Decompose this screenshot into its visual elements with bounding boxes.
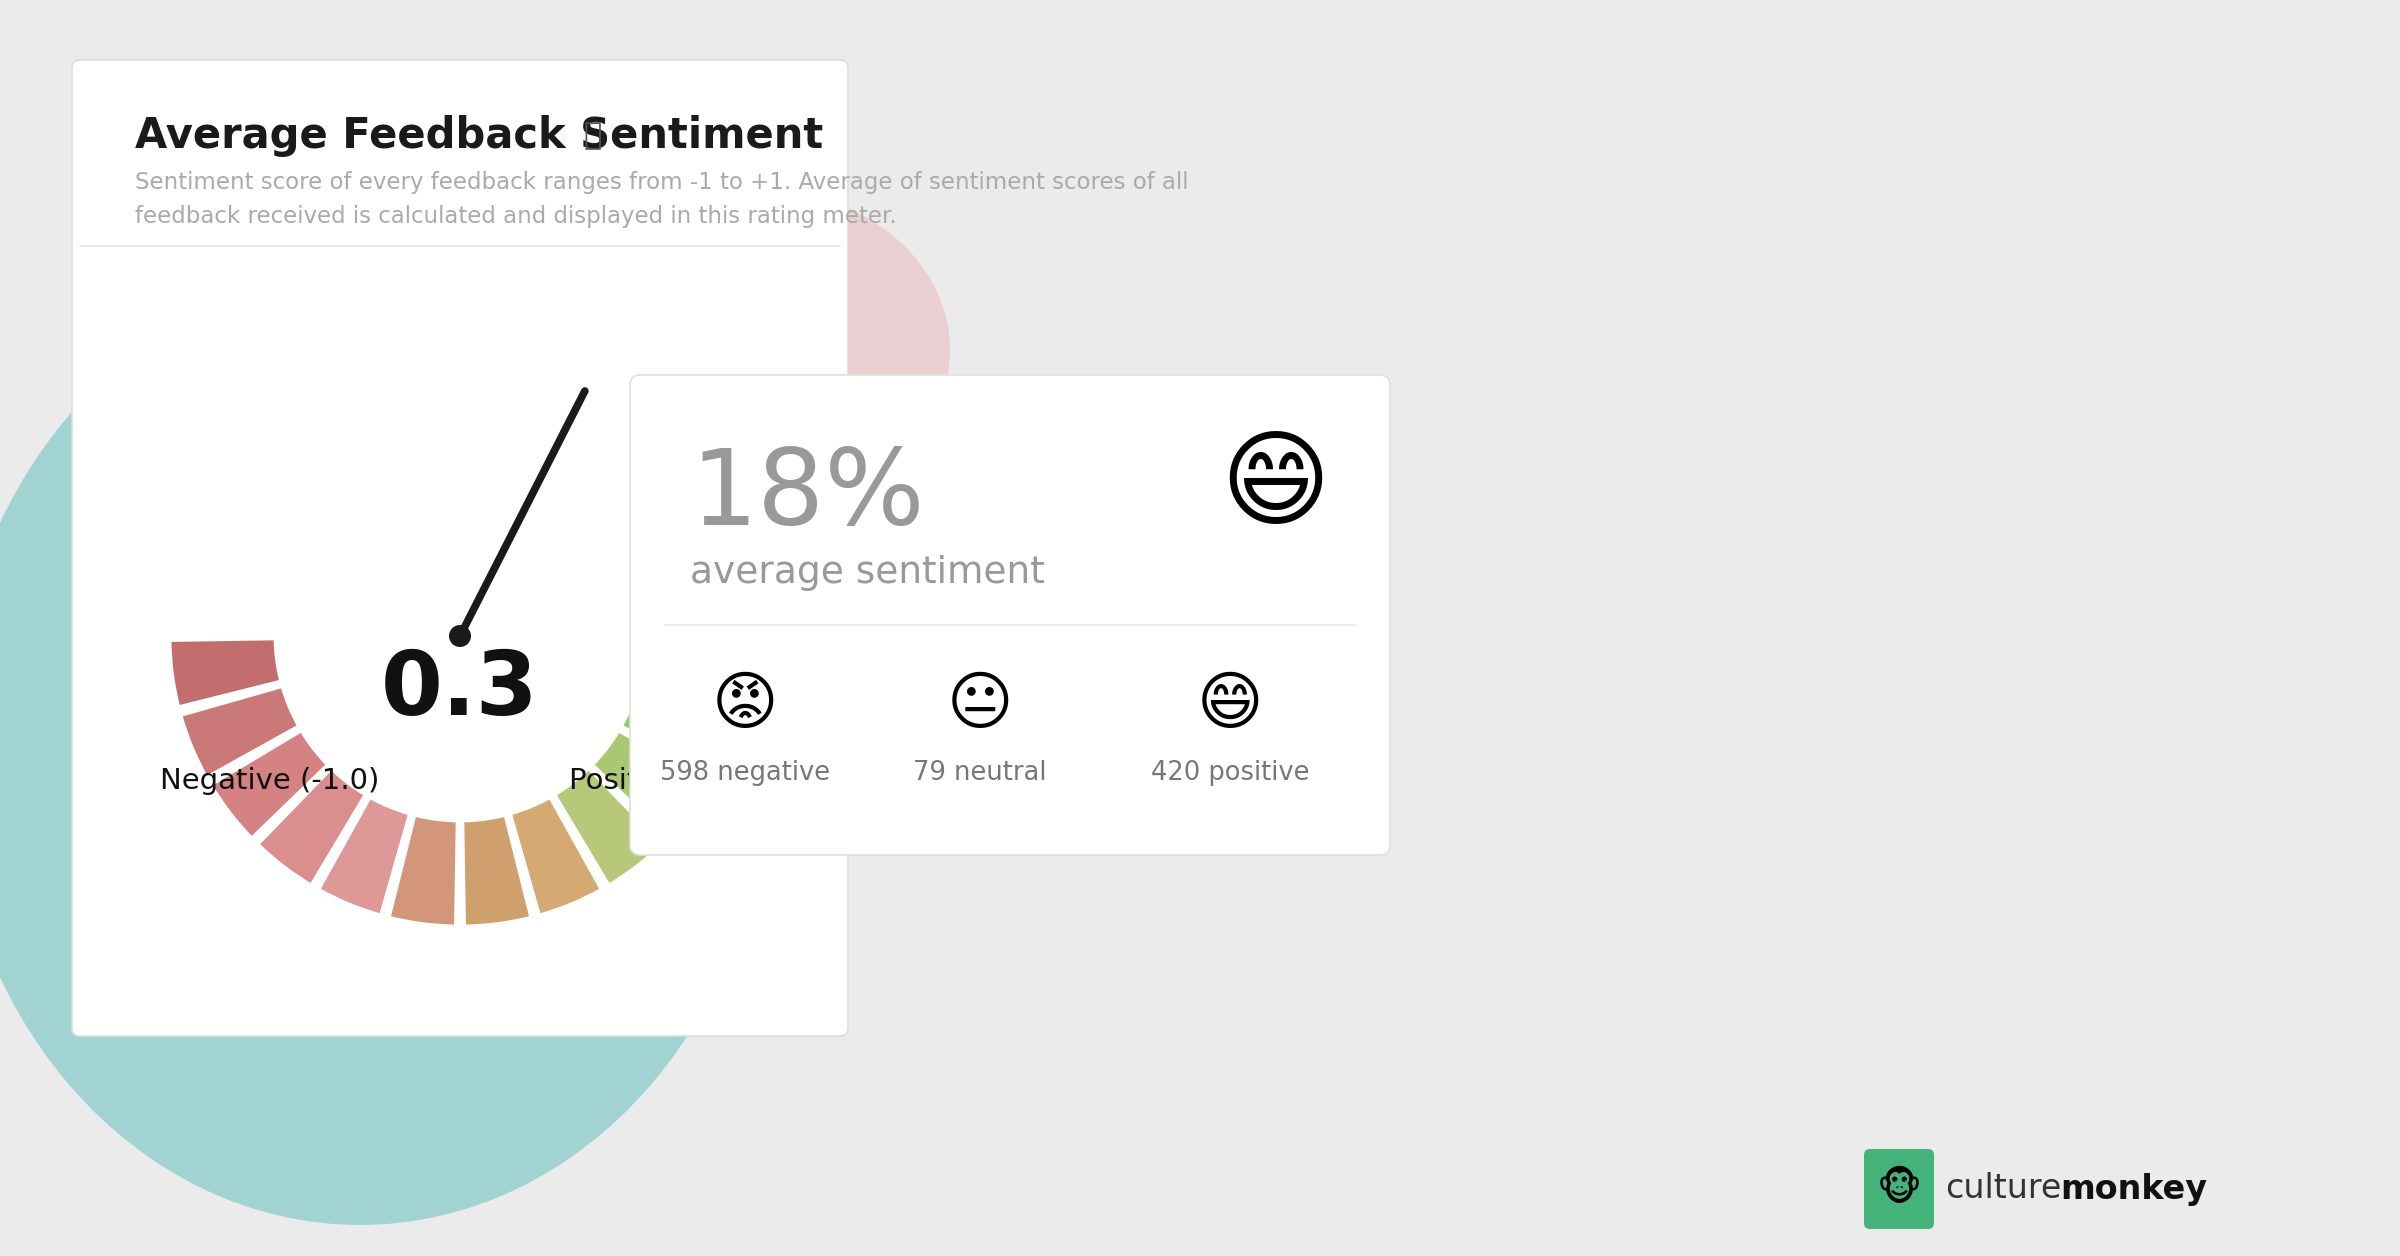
Wedge shape	[211, 731, 326, 838]
Text: 18%: 18%	[691, 445, 924, 548]
FancyBboxPatch shape	[72, 60, 847, 1036]
Wedge shape	[389, 815, 456, 926]
Wedge shape	[259, 769, 365, 884]
Text: 😄: 😄	[1198, 674, 1262, 736]
Text: Negative (-1.0): Negative (-1.0)	[161, 767, 379, 795]
Text: 598 negative: 598 negative	[660, 760, 830, 786]
Wedge shape	[319, 798, 410, 914]
Wedge shape	[463, 815, 530, 926]
Wedge shape	[511, 798, 600, 914]
Ellipse shape	[0, 275, 770, 1225]
Ellipse shape	[571, 190, 950, 510]
Wedge shape	[554, 769, 662, 884]
Text: 😡: 😡	[713, 674, 778, 736]
Text: 79 neutral: 79 neutral	[914, 760, 1046, 786]
Circle shape	[449, 625, 470, 647]
Text: 😐: 😐	[946, 674, 1013, 736]
Text: 🐵: 🐵	[1877, 1171, 1922, 1208]
Wedge shape	[638, 639, 749, 707]
Text: Average Feedback Sentiment: Average Feedback Sentiment	[134, 116, 823, 157]
Text: average sentiment: average sentiment	[691, 555, 1044, 592]
Text: monkey: monkey	[2059, 1173, 2208, 1206]
FancyBboxPatch shape	[629, 376, 1390, 855]
Text: culture: culture	[1944, 1173, 2062, 1206]
Text: feedback received is calculated and displayed in this rating meter.: feedback received is calculated and disp…	[134, 205, 898, 227]
Text: Positive (1.0): Positive (1.0)	[569, 767, 761, 795]
Text: 0.3: 0.3	[382, 648, 540, 735]
Wedge shape	[622, 687, 739, 777]
FancyBboxPatch shape	[1865, 1149, 1934, 1230]
Wedge shape	[180, 687, 298, 777]
Text: 😄: 😄	[1219, 435, 1330, 538]
Text: Sentiment score of every feedback ranges from -1 to +1. Average of sentiment sco: Sentiment score of every feedback ranges…	[134, 172, 1188, 195]
Wedge shape	[170, 639, 281, 707]
Text: 420 positive: 420 positive	[1150, 760, 1310, 786]
Wedge shape	[593, 731, 708, 838]
Text: ⓘ: ⓘ	[583, 122, 602, 151]
